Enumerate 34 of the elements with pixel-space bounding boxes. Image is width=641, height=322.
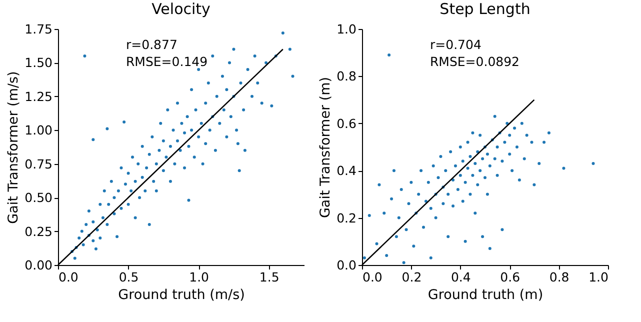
chart-title: Step Length	[440, 0, 530, 18]
x-tick-label: 1.0	[189, 270, 210, 284]
x-tick-label: 0.5	[118, 270, 139, 284]
y-tick-label: 1.75	[24, 22, 52, 36]
y-tick-label: 1.50	[24, 55, 53, 70]
x-axis-title: Ground truth (m/s)	[118, 287, 245, 303]
y-tick-label: 0.8	[336, 68, 357, 84]
x-tick-label: 0.2	[402, 270, 422, 284]
y-tick-label: 1.00	[24, 122, 53, 138]
x-tick-label: 0.6	[500, 270, 520, 284]
y-tick-label: 0.6	[336, 116, 357, 131]
y-tick-label: 1.0	[336, 22, 357, 36]
y-tick-label: 0.0	[336, 258, 357, 272]
annotation: r=0.877	[126, 37, 178, 52]
x-axis-title: Ground truth (m)	[428, 287, 544, 303]
annotation: r=0.704	[430, 37, 482, 52]
x-tick-label: 0.4	[450, 270, 471, 284]
y-tick-label: 1.25	[24, 88, 52, 104]
y-tick-label: 0.00	[24, 258, 53, 272]
y-axis-title: Gait Transformer (m)	[318, 76, 334, 218]
y-tick-label: 0.50	[24, 190, 53, 206]
x-tick-label: 1.0	[588, 270, 609, 284]
x-tick-label: 0.8	[549, 270, 570, 284]
y-tick-label: 0.25	[24, 224, 52, 239]
x-tick-label: 0.0	[362, 270, 382, 284]
y-tick-label: 0.75	[24, 156, 52, 172]
x-tick-label: 0.0	[58, 270, 78, 284]
annotation: RMSE=0.0892	[430, 54, 520, 69]
annotation: RMSE=0.149	[126, 54, 208, 69]
y-tick-label: 0.4	[336, 163, 357, 178]
y-tick-label: 0.2	[336, 210, 356, 226]
x-tick-label: 1.5	[259, 270, 280, 284]
chart-title: Velocity	[152, 0, 211, 18]
y-axis-title: Gait Transformer (m/s)	[6, 71, 22, 224]
